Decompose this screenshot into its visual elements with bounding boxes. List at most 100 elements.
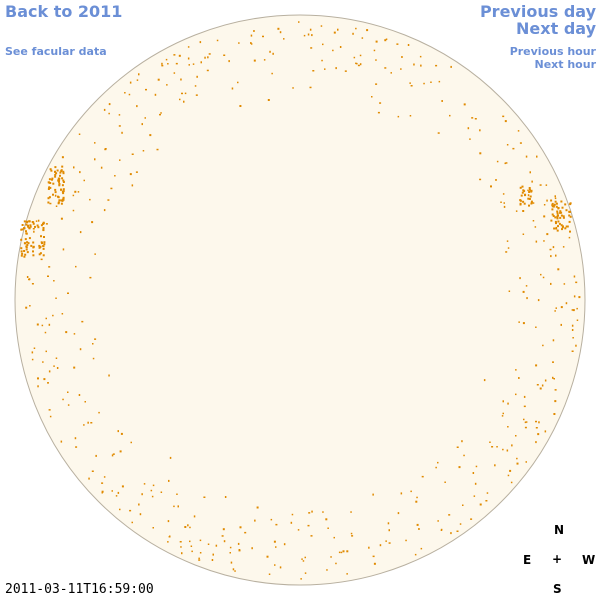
facula-point (195, 94, 198, 96)
facula-point (121, 485, 124, 488)
back-to-year-link[interactable]: Back to 2011 (5, 2, 123, 21)
facula-point (353, 56, 356, 59)
facula-point (187, 57, 190, 60)
facula-point (48, 409, 51, 411)
facula-point (20, 250, 23, 253)
facula-point (229, 546, 232, 549)
facula-point (138, 73, 140, 76)
facula-point (410, 490, 412, 493)
facula-point (119, 450, 122, 453)
next-hour-link[interactable]: Next hour (534, 58, 597, 71)
facula-point (562, 225, 564, 228)
facula-point (303, 34, 306, 37)
previous-hour-link[interactable]: Previous hour (509, 45, 596, 58)
facula-point (552, 246, 555, 249)
facula-point (29, 305, 31, 307)
facula-point (108, 103, 111, 106)
facula-point (375, 83, 378, 85)
facula-point (168, 536, 171, 538)
facula-point (189, 540, 191, 543)
facula-point (45, 350, 47, 353)
see-facular-data-link[interactable]: See facular data (5, 45, 107, 58)
facula-point (28, 278, 31, 281)
facula-point (571, 350, 574, 352)
facula-point (325, 518, 328, 521)
facula-point (119, 508, 121, 511)
facula-point (557, 225, 559, 228)
facula-point (144, 117, 146, 119)
facula-point (200, 61, 202, 64)
facula-point (335, 562, 337, 565)
facula-point (67, 391, 69, 393)
facula-point (560, 306, 563, 309)
facula-point (523, 202, 526, 205)
facula-point (52, 182, 55, 185)
facula-point (61, 184, 64, 187)
facula-point (483, 379, 486, 382)
facula-point (438, 80, 441, 83)
facula-point (101, 482, 104, 484)
facula-point (421, 475, 424, 478)
facula-point (24, 253, 27, 256)
facula-point (91, 470, 94, 472)
facula-point (32, 250, 34, 253)
facula-point (67, 404, 70, 406)
facula-point (21, 228, 24, 231)
facula-point (48, 178, 51, 181)
facula-point (561, 206, 564, 209)
facula-point (307, 33, 310, 36)
facula-point (523, 405, 526, 408)
facula-point (301, 558, 303, 560)
previous-day-link[interactable]: Previous day (479, 2, 596, 21)
facula-point (47, 188, 50, 190)
facula-point (78, 133, 81, 135)
facula-point (519, 142, 522, 144)
facula-point (298, 21, 300, 23)
facula-point (59, 171, 62, 174)
facula-point (33, 347, 36, 349)
facula-point (101, 490, 104, 493)
facula-point (44, 331, 47, 334)
facula-point (568, 210, 571, 213)
facula-point (67, 292, 69, 294)
facula-point (49, 415, 52, 418)
facula-point (572, 337, 574, 339)
facula-point (350, 532, 353, 535)
facula-point (517, 130, 520, 132)
facula-point (528, 204, 530, 207)
facula-point (61, 199, 64, 202)
facula-point (57, 195, 59, 198)
facula-point (542, 276, 545, 279)
next-day-link[interactable]: Next day (516, 19, 596, 38)
facula-point (215, 544, 218, 547)
facula-point (62, 398, 64, 401)
facula-point (52, 314, 54, 317)
facula-point (368, 546, 370, 549)
facula-point (479, 129, 481, 132)
facula-point (526, 297, 528, 300)
facula-point (55, 205, 58, 207)
facula-point (565, 302, 568, 305)
facula-point (40, 224, 43, 227)
facula-point (224, 496, 227, 498)
facula-point (521, 185, 524, 188)
facula-point (506, 449, 509, 452)
facula-point (523, 418, 525, 421)
solar-disk (14, 14, 586, 586)
facula-point (250, 43, 253, 45)
facula-point (73, 166, 75, 169)
facula-point (23, 227, 26, 230)
facula-point (490, 185, 492, 188)
facula-point (520, 194, 523, 197)
facula-point (556, 215, 559, 218)
facula-point (75, 265, 77, 268)
facula-point (505, 251, 508, 253)
facula-point (535, 364, 538, 367)
facula-point (31, 351, 34, 354)
facula-point (479, 152, 482, 155)
facula-point (192, 63, 195, 65)
facula-point (290, 521, 293, 524)
facula-point (54, 170, 56, 173)
facula-point (400, 492, 403, 495)
facula-point (234, 570, 236, 572)
